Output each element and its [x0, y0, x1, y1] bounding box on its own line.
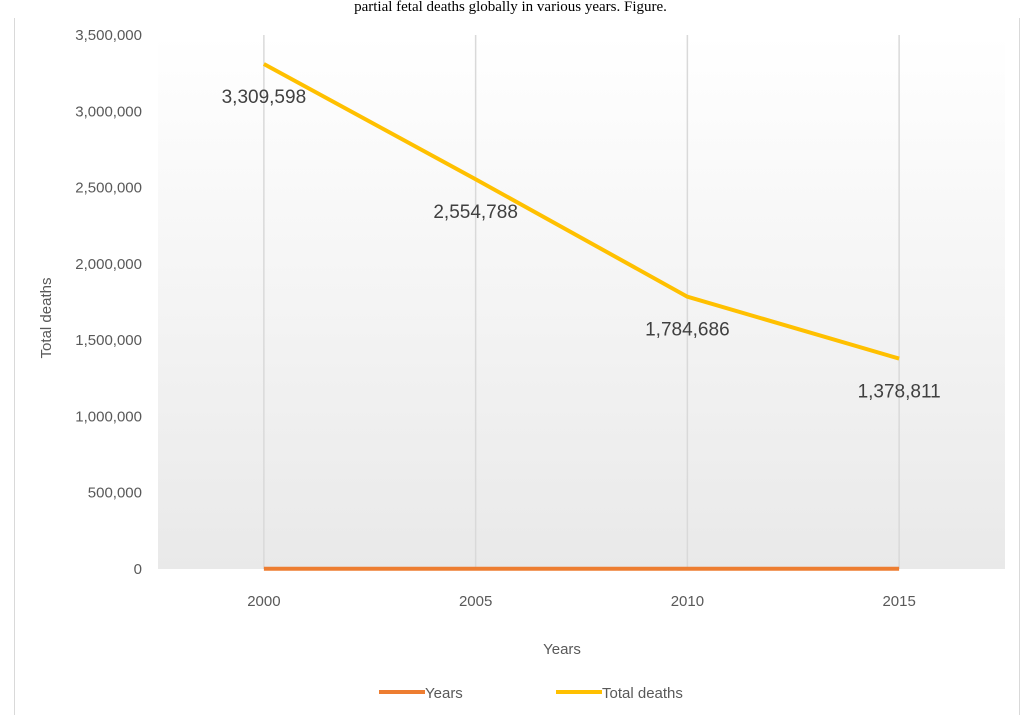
y-tick-label: 2,500,000 — [75, 180, 142, 197]
legend-label: Total deaths — [602, 685, 683, 702]
y-tick-label: 500,000 — [88, 485, 142, 502]
data-label: 2,554,788 — [433, 202, 518, 223]
y-tick-label: 1,000,000 — [75, 408, 142, 425]
legend: Years Total deaths — [379, 685, 683, 702]
x-tick-label: 2010 — [671, 593, 704, 610]
x-tick-label: 2005 — [459, 593, 492, 610]
line-chart: 0 500,000 1,000,000 1,500,000 2,000,000 2,500… — [15, 18, 1019, 715]
y-tick-label: 3,000,000 — [75, 103, 142, 120]
y-tick-label: 0 — [134, 561, 142, 578]
y-tick-label: 2,000,000 — [75, 256, 142, 273]
y-axis-ticks: 0 500,000 1,000,000 1,500,000 2,000,000 2,500… — [75, 27, 142, 578]
data-label: 3,309,598 — [222, 87, 307, 108]
x-tick-label: 2015 — [882, 593, 915, 610]
plot-area — [158, 35, 1005, 569]
data-label: 1,378,811 — [858, 382, 941, 403]
x-tick-label: 2000 — [247, 593, 280, 610]
chart-caption: partial fetal deaths globally in various… — [0, 0, 1021, 18]
y-axis-title: Total deaths — [38, 278, 55, 359]
y-tick-label: 3,500,000 — [75, 27, 142, 44]
y-tick-label: 1,500,000 — [75, 332, 142, 349]
x-axis-title: Years — [543, 641, 581, 658]
chart-frame: 0 500,000 1,000,000 1,500,000 2,000,000 2,500… — [14, 18, 1020, 715]
legend-label: Years — [425, 685, 463, 702]
x-axis-ticks: 2000 2005 2010 2015 — [247, 593, 916, 610]
data-label: 1,784,686 — [645, 320, 730, 341]
